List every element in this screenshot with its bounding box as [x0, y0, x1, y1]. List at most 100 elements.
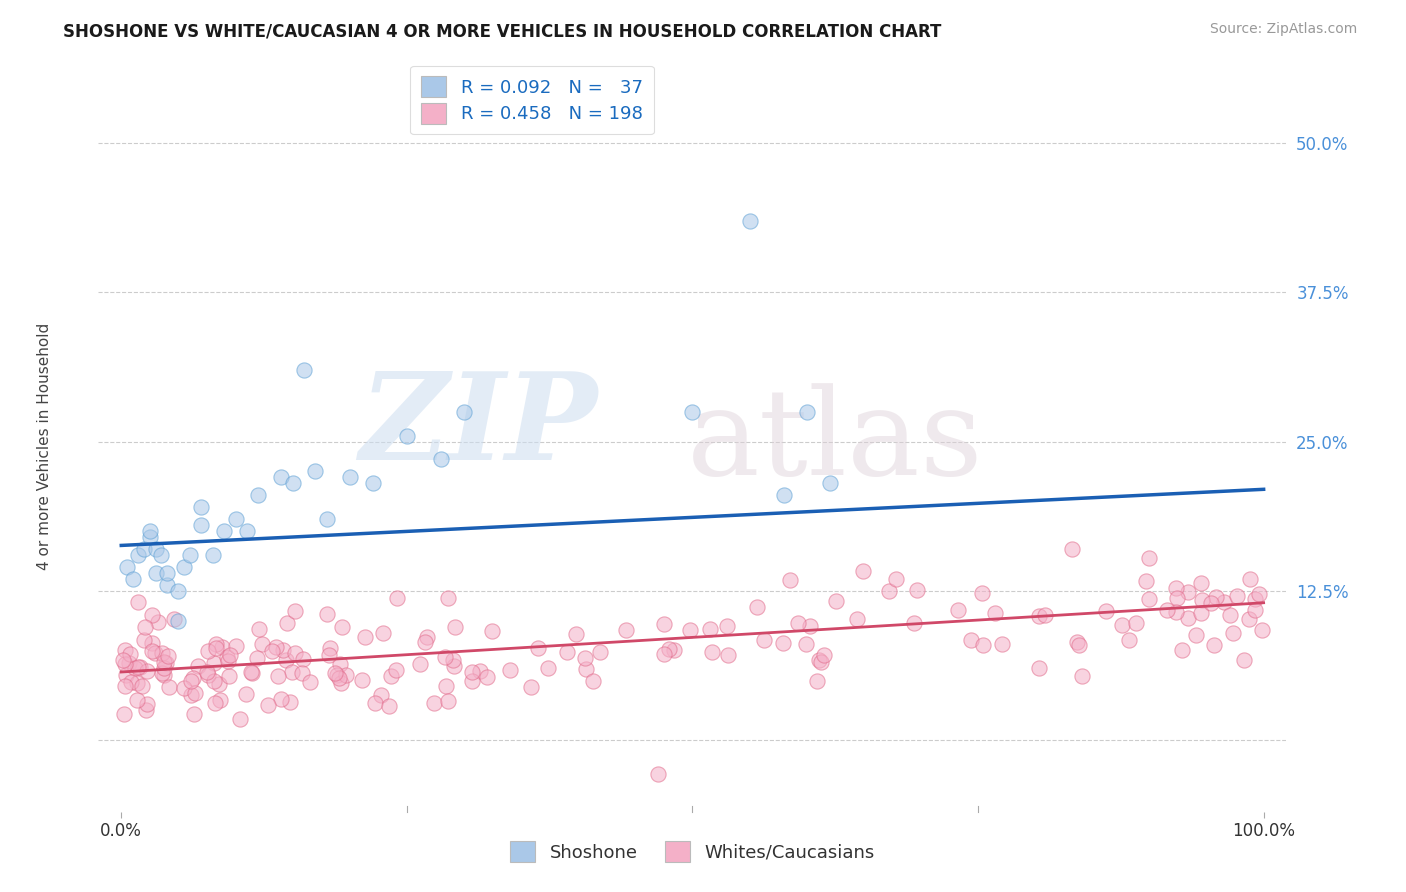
Point	[201, 548, 224, 562]
Point	[808, 653, 831, 667]
Point	[115, 668, 138, 682]
Point	[281, 665, 304, 680]
Point	[180, 689, 202, 703]
Point	[361, 476, 384, 491]
Point	[292, 363, 315, 377]
Point	[1137, 591, 1160, 606]
Point	[247, 488, 270, 502]
Point	[225, 639, 247, 653]
Point	[460, 665, 482, 680]
Point	[156, 578, 179, 592]
Point	[779, 573, 801, 587]
Point	[1191, 593, 1213, 607]
Point	[520, 681, 543, 695]
Point	[1156, 603, 1178, 617]
Point	[124, 661, 146, 675]
Point	[574, 650, 596, 665]
Point	[946, 603, 969, 617]
Point	[167, 583, 190, 598]
Point	[1251, 624, 1274, 638]
Point	[1062, 542, 1084, 557]
Point	[135, 703, 157, 717]
Point	[276, 616, 298, 631]
Point	[173, 681, 195, 696]
Point	[339, 470, 361, 484]
Point	[155, 657, 177, 671]
Point	[278, 695, 301, 709]
Point	[877, 583, 900, 598]
Point	[1028, 660, 1050, 674]
Point	[205, 640, 228, 655]
Point	[298, 675, 321, 690]
Point	[173, 560, 195, 574]
Point	[960, 632, 983, 647]
Point	[395, 428, 418, 442]
Point	[970, 586, 993, 600]
Point	[323, 665, 346, 680]
Point	[747, 600, 769, 615]
Point	[437, 694, 460, 708]
Point	[328, 671, 350, 685]
Point	[190, 518, 212, 533]
Point	[330, 620, 353, 634]
Point	[1185, 627, 1208, 641]
Point	[799, 619, 821, 633]
Point	[434, 679, 457, 693]
Point	[443, 653, 465, 667]
Point	[136, 664, 159, 678]
Point	[1244, 591, 1267, 606]
Point	[141, 644, 163, 658]
Point	[444, 620, 467, 634]
Point	[114, 643, 136, 657]
Point	[1237, 611, 1260, 625]
Point	[215, 649, 238, 664]
Point	[127, 676, 149, 690]
Point	[1137, 550, 1160, 565]
Point	[1202, 638, 1225, 652]
Point	[846, 612, 869, 626]
Point	[181, 671, 204, 685]
Point	[716, 619, 738, 633]
Point	[284, 604, 307, 618]
Point	[163, 612, 186, 626]
Point	[1219, 607, 1241, 622]
Point	[112, 706, 135, 721]
Point	[537, 661, 560, 675]
Point	[614, 623, 637, 637]
Point	[852, 564, 875, 578]
Point	[991, 637, 1014, 651]
Point	[818, 476, 841, 491]
Point	[260, 644, 283, 658]
Point	[565, 627, 588, 641]
Point	[658, 642, 681, 657]
Point	[135, 697, 157, 711]
Point	[326, 667, 349, 681]
Point	[229, 712, 252, 726]
Point	[813, 648, 835, 662]
Point	[443, 659, 465, 673]
Point	[434, 649, 457, 664]
Point	[225, 512, 247, 526]
Text: ZIP: ZIP	[359, 368, 598, 486]
Point	[127, 548, 149, 562]
Point	[353, 631, 375, 645]
Point	[371, 626, 394, 640]
Point	[204, 637, 226, 651]
Point	[1118, 632, 1140, 647]
Point	[209, 693, 232, 707]
Point	[1191, 606, 1213, 620]
Point	[270, 692, 292, 706]
Point	[1164, 605, 1187, 619]
Point	[167, 614, 190, 628]
Point	[1199, 596, 1222, 610]
Point	[131, 679, 153, 693]
Point	[202, 674, 225, 689]
Point	[453, 405, 475, 419]
Point	[717, 648, 740, 663]
Point	[589, 645, 612, 659]
Point	[647, 766, 669, 780]
Point	[1135, 574, 1157, 588]
Point	[150, 665, 173, 680]
Point	[810, 655, 832, 669]
Point	[1233, 653, 1256, 667]
